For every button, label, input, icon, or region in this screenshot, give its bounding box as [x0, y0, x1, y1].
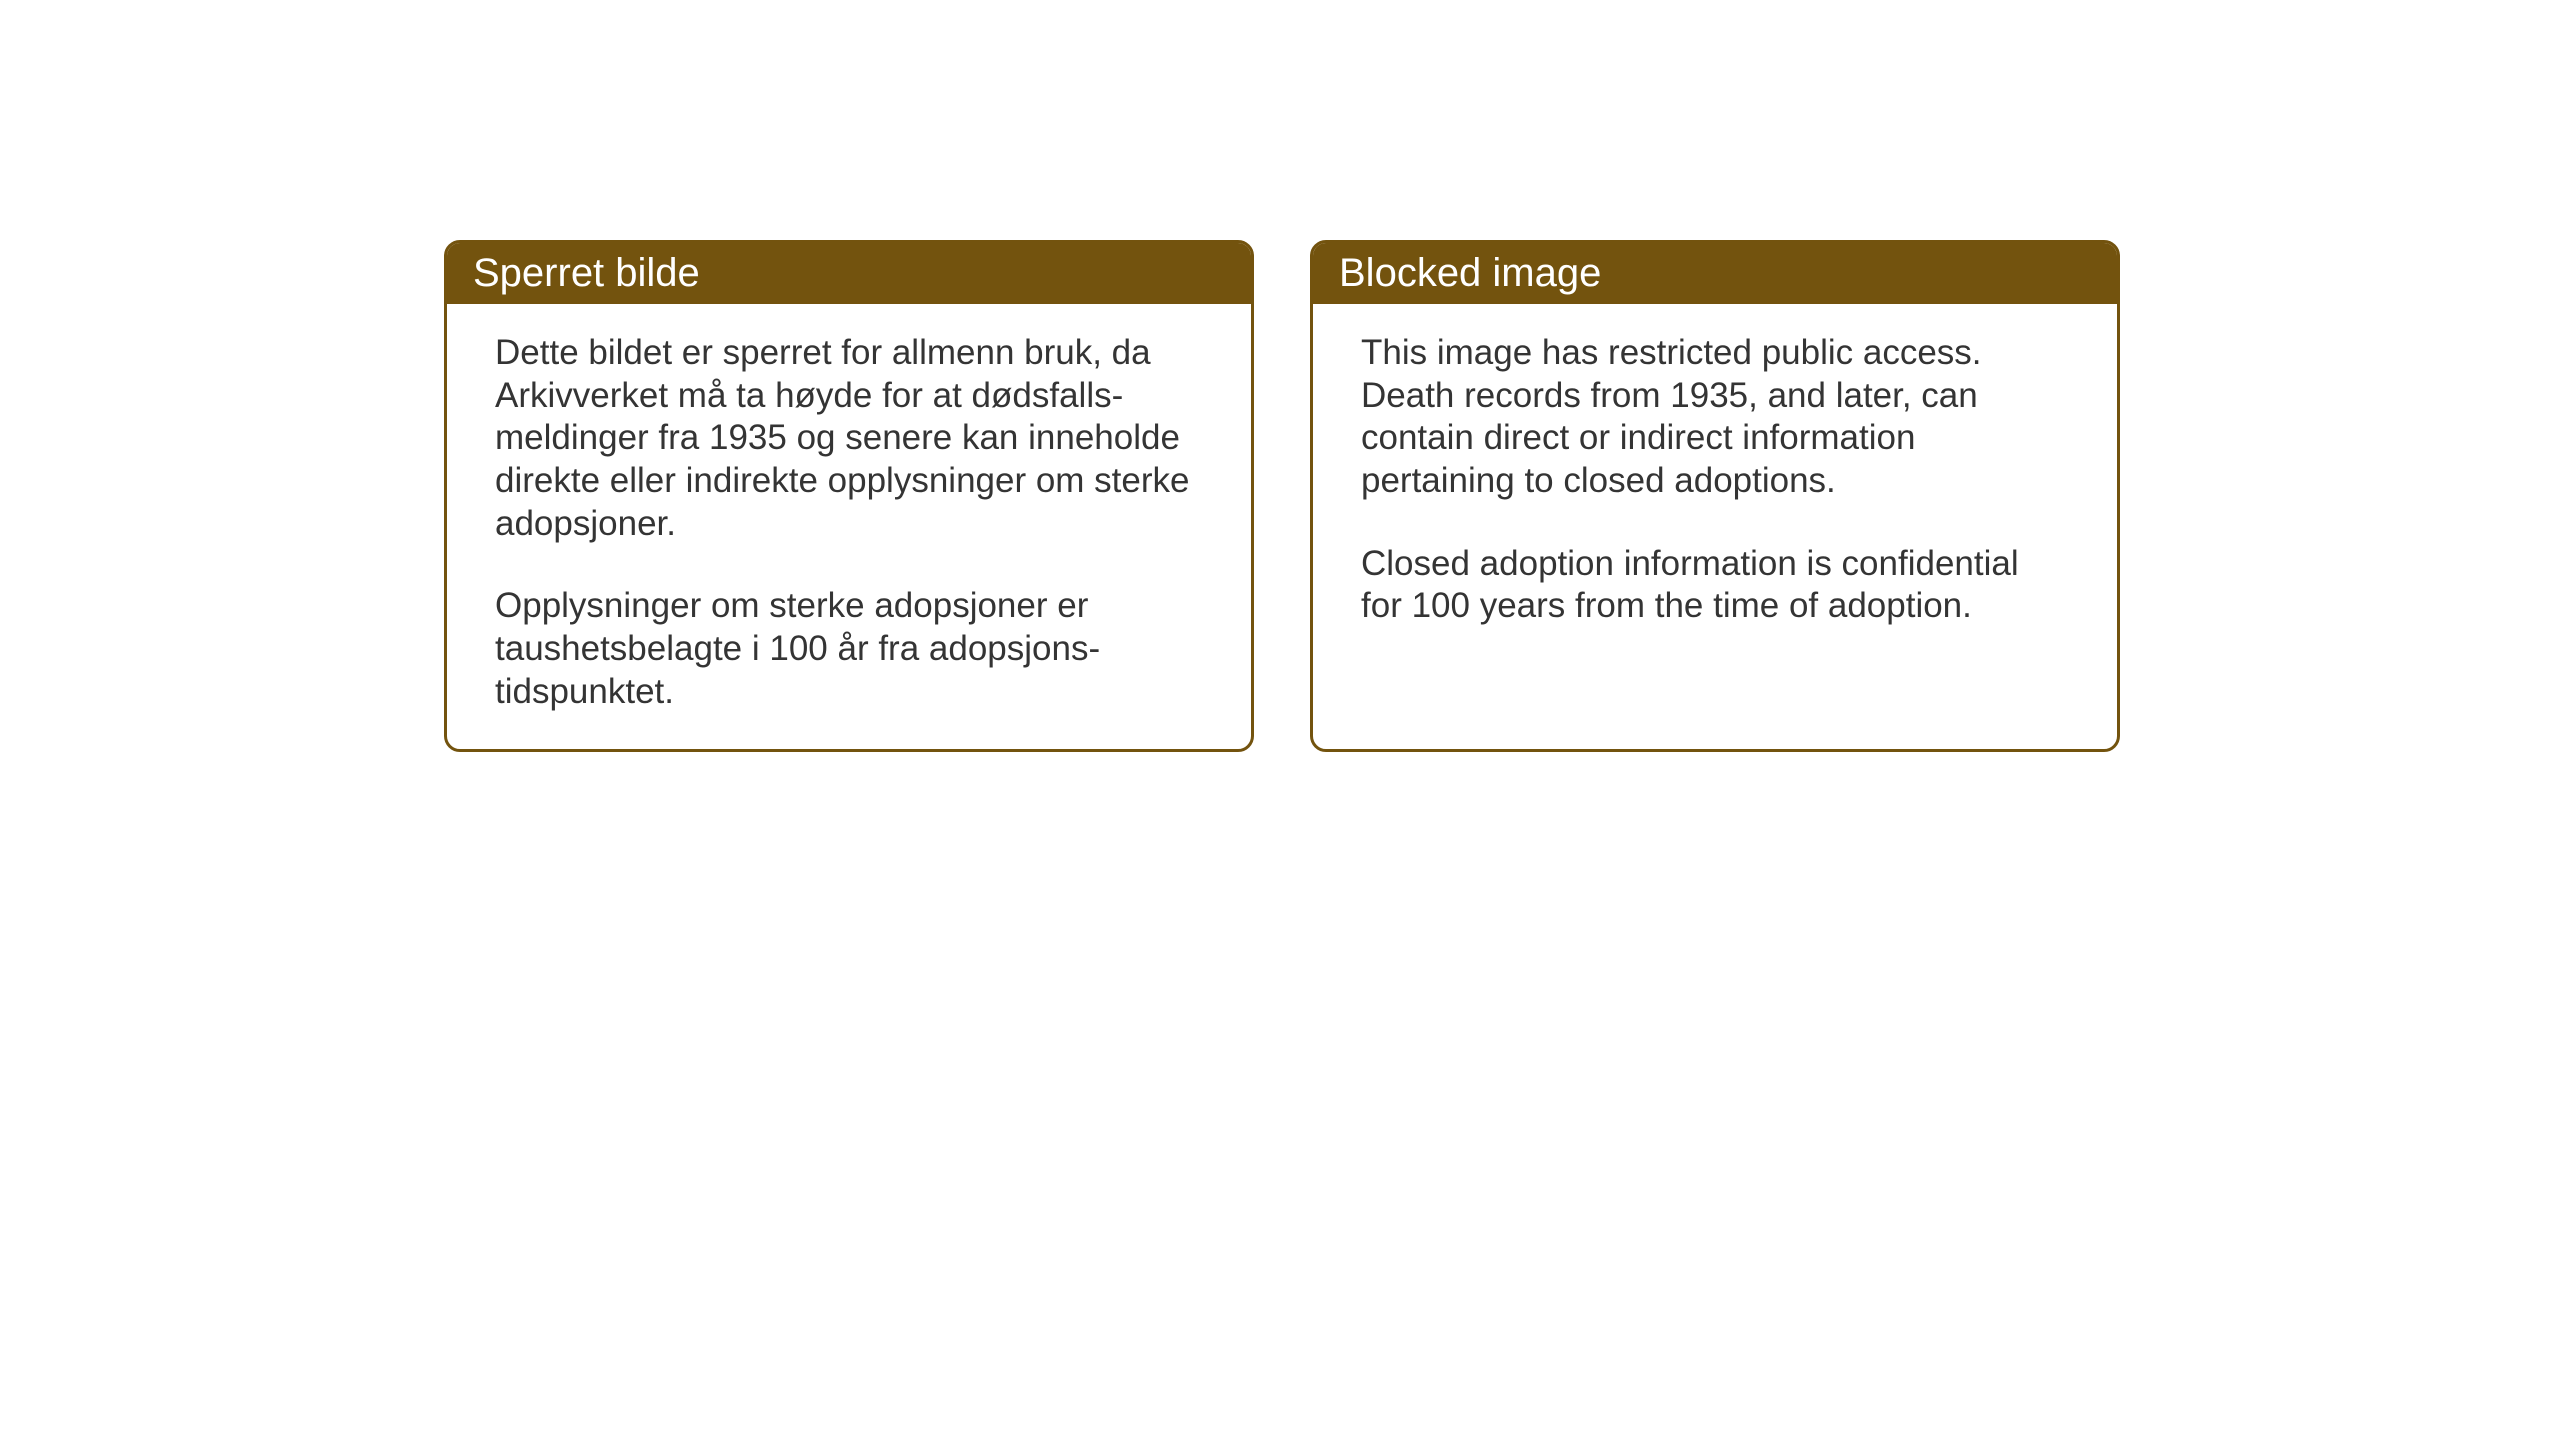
notice-container: Sperret bilde Dette bildet er sperret fo…	[444, 240, 2120, 752]
notice-header-norwegian: Sperret bilde	[447, 243, 1251, 304]
notice-paragraph-2-norwegian: Opplysninger om sterke adopsjoner er tau…	[495, 585, 1203, 713]
notice-box-norwegian: Sperret bilde Dette bildet er sperret fo…	[444, 240, 1254, 752]
notice-paragraph-1-english: This image has restricted public access.…	[1361, 332, 2069, 503]
notice-body-norwegian: Dette bildet er sperret for allmenn bruk…	[447, 304, 1251, 750]
notice-box-english: Blocked image This image has restricted …	[1310, 240, 2120, 752]
notice-header-english: Blocked image	[1313, 243, 2117, 304]
notice-body-english: This image has restricted public access.…	[1313, 304, 2117, 664]
notice-paragraph-1-norwegian: Dette bildet er sperret for allmenn bruk…	[495, 332, 1203, 545]
notice-paragraph-2-english: Closed adoption information is confident…	[1361, 543, 2069, 628]
notice-title-english: Blocked image	[1339, 251, 1601, 295]
notice-title-norwegian: Sperret bilde	[473, 251, 700, 295]
